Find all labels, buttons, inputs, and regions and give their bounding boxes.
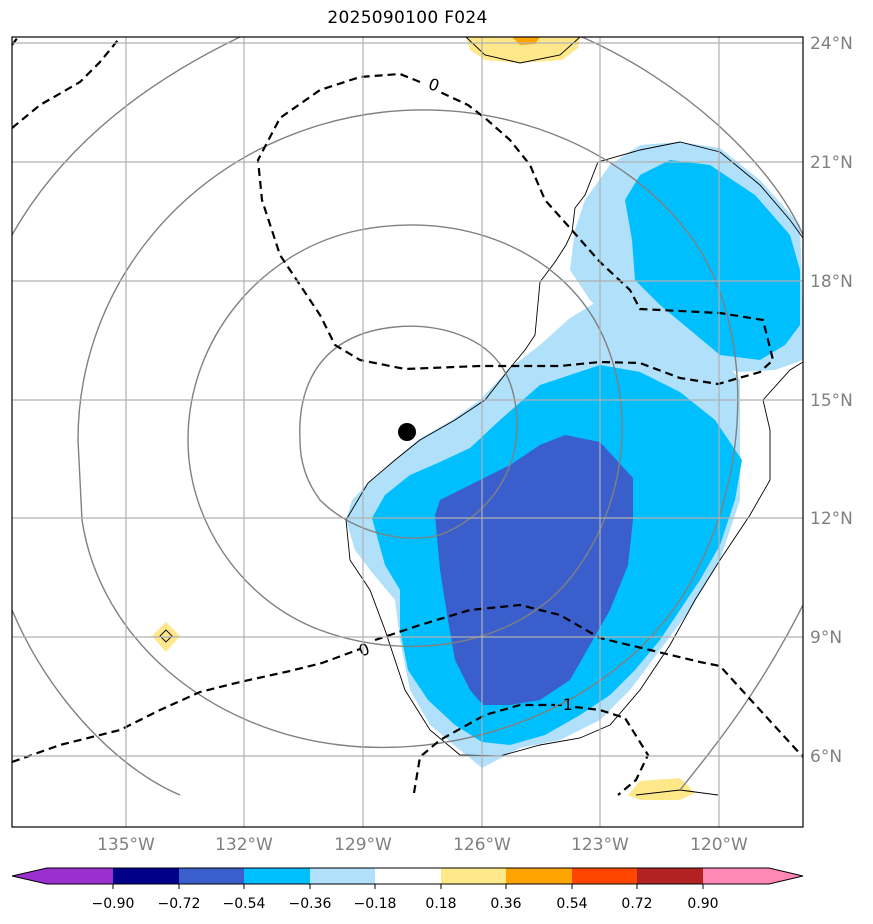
- colorbar: −0.90 −0.72 −0.54 −0.36 −0.18 0.18 0.36 …: [11, 867, 804, 912]
- contour-label-minus-1: -1: [557, 695, 573, 714]
- graticule: [12, 37, 803, 827]
- anomaly-outline-upper: [345, 141, 803, 521]
- colorbar-tick-label: 0.54: [556, 896, 587, 912]
- colorbar-segment-9: [572, 868, 637, 884]
- anomaly-outline-main: [345, 361, 803, 757]
- colorbar-tick-label: −0.90: [92, 896, 135, 912]
- height-contours: [12, 37, 803, 796]
- colorbar-segment-1: [47, 868, 113, 884]
- dashed-contour-minus-one-b: [574, 705, 650, 796]
- lon-label-126w: 126°W: [453, 835, 511, 855]
- colorbar-tick-label: −0.54: [223, 896, 266, 912]
- lon-label-132w: 132°W: [215, 835, 273, 855]
- lat-label-6n: 6°N: [810, 747, 842, 767]
- colorbar-tick-label: 0.36: [490, 896, 521, 912]
- dashed-contour-zero-north: [12, 39, 119, 129]
- lat-label-24n: 24°N: [810, 34, 853, 54]
- lat-label-9n: 9°N: [810, 628, 842, 648]
- lon-label-123w: 123°W: [571, 835, 629, 855]
- colorbar-tick-label: 0.18: [425, 896, 456, 912]
- colorbar-segment-2: [113, 868, 179, 884]
- dashed-contour-zero-south: [12, 647, 361, 764]
- colorbar-segment-8: [506, 868, 572, 884]
- longitude-labels: 135°W 132°W 129°W 126°W 123°W 120°W: [97, 835, 748, 855]
- height-contour-1: [299, 325, 518, 539]
- anomaly-outline-west: [159, 629, 173, 643]
- colorbar-tick-label: 0.90: [687, 896, 718, 912]
- colorbar-extend-high: [769, 868, 803, 884]
- colorbar-outline: [11, 867, 804, 885]
- colorbar-segment-3: [179, 868, 244, 884]
- height-contour-4: [12, 37, 241, 236]
- height-contour-7: [679, 604, 803, 791]
- colorbar-tick-label: −0.18: [354, 896, 397, 912]
- latitude-labels: 24°N 21°N 18°N 15°N 12°N 9°N 6°N: [810, 34, 853, 767]
- lat-label-12n: 12°N: [810, 509, 853, 529]
- anomaly-outline-north: [465, 37, 581, 64]
- colorbar-segment-5: [310, 868, 375, 884]
- storm-center-marker: [398, 423, 416, 441]
- lon-label-135w: 135°W: [97, 835, 155, 855]
- anomaly-yellow-south: [628, 778, 695, 800]
- height-contour-3: [77, 109, 739, 749]
- lon-label-120w: 120°W: [690, 835, 748, 855]
- colorbar-segment-11: [703, 868, 769, 884]
- colorbar-tick-label: −0.72: [158, 896, 201, 912]
- height-contour-5: [581, 37, 803, 236]
- lat-label-15n: 15°N: [810, 391, 853, 411]
- colorbar-ticks: [112, 884, 704, 889]
- height-contour-2: [187, 224, 623, 648]
- colorbar-segment-4: [244, 868, 310, 884]
- colorbar-tick-label: 0.72: [621, 896, 652, 912]
- colorbar-tick-label: −0.36: [289, 896, 332, 912]
- lon-label-129w: 129°W: [334, 835, 392, 855]
- dashed-contour-corner: [12, 37, 19, 46]
- colorbar-segment-7: [441, 868, 506, 884]
- height-contour-6: [12, 609, 181, 796]
- chart-title: 2025090100 F024: [327, 8, 488, 28]
- colorbar-segment-6: [375, 868, 441, 884]
- dashed-contour-minus-one: [412, 703, 555, 794]
- dashed-contour-zero-main: [256, 72, 775, 386]
- lat-label-18n: 18°N: [810, 272, 853, 292]
- colorbar-extend-low: [12, 868, 47, 884]
- colorbar-segment-10: [637, 868, 703, 884]
- lat-label-21n: 21°N: [810, 153, 853, 173]
- map-frame: [11, 36, 804, 828]
